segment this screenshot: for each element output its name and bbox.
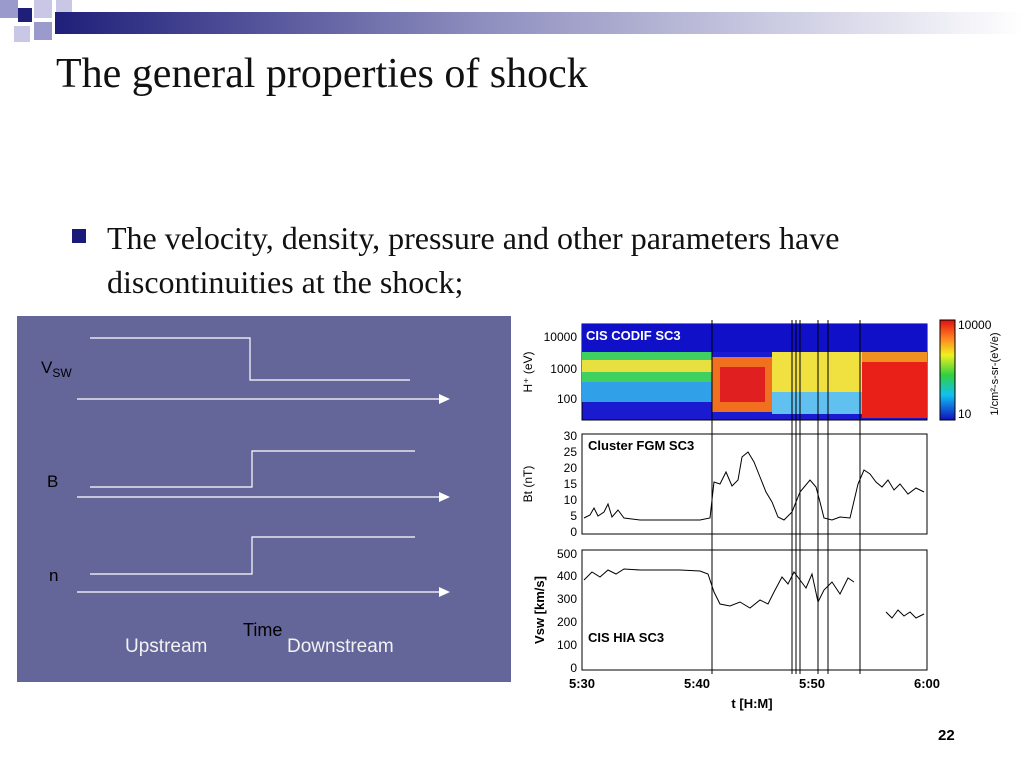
svg-text:400: 400 [557,569,577,583]
cluster-data-figure: CIS CODIF SC3 10000 1000 100 H⁺ (eV) 100… [520,312,1010,722]
header-gradient-bar [0,0,1024,42]
shock-schematic-diagram: VSW B n Time Upstream Downstream [17,316,511,682]
svg-text:100: 100 [557,392,577,406]
slide-title: The general properties of shock [56,51,588,97]
svg-text:0: 0 [570,525,577,539]
vsw-label: VSW [41,358,72,380]
svg-text:5:50: 5:50 [799,676,825,691]
time-axis: 5:30 5:40 5:50 6:00 t [H:M] [569,676,940,711]
svg-text:10: 10 [564,493,578,507]
b-label: B [47,472,59,491]
upstream-label: Upstream [125,636,208,657]
vsw-profile-line [90,337,410,381]
svg-text:20: 20 [564,461,578,475]
arrowhead-icon [439,492,450,502]
spectrogram-panel: CIS CODIF SC3 10000 1000 100 H⁺ (eV) 100… [521,318,1001,421]
data-panels: CIS CODIF SC3 10000 1000 100 H⁺ (eV) 100… [521,318,1001,711]
fgm-ylabel: Bt (nT) [521,466,535,503]
svg-text:10000: 10000 [544,330,578,344]
downstream-label: Downstream [287,636,394,657]
square-bullet-icon [72,229,86,243]
svg-text:5:40: 5:40 [684,676,710,691]
time-label: Time [243,620,283,640]
spectrogram-ylabel: H⁺ (eV) [521,351,535,392]
colorbar-label: 1/cm²-s-sr-(eV/e) [989,332,1001,415]
svg-text:0: 0 [570,661,577,675]
hia-title: CIS HIA SC3 [588,630,664,645]
colorbar [939,319,956,421]
svg-text:500: 500 [557,547,577,561]
svg-text:30: 30 [564,429,578,443]
svg-text:10: 10 [958,407,972,421]
fgm-title: Cluster FGM SC3 [588,438,694,453]
page-number: 22 [938,727,955,744]
hia-ylabel: Vsw [km/s] [532,576,547,644]
spectrogram-title: CIS CODIF SC3 [586,328,681,343]
shock-crossing-markers [711,320,861,674]
svg-text:5: 5 [570,509,577,523]
arrowhead-icon [439,394,450,404]
schematic-lines [77,337,450,597]
magnetic-field-panel: Cluster FGM SC3 30 25 20 15 10 5 0 Bt (n… [521,429,928,539]
svg-text:25: 25 [564,445,578,459]
velocity-panel: CIS HIA SC3 500 400 300 200 100 0 Vsw [k… [532,547,928,675]
n-profile-line [90,536,415,575]
svg-text:300: 300 [557,592,577,606]
svg-text:100: 100 [557,638,577,652]
n-label: n [49,566,59,585]
svg-text:200: 200 [557,615,577,629]
b-profile-line [90,450,415,488]
svg-text:10000: 10000 [958,318,992,332]
svg-text:5:30: 5:30 [569,676,595,691]
svg-text:6:00: 6:00 [914,676,940,691]
time-axis-label: t [H:M] [731,696,772,711]
svg-text:1000: 1000 [550,362,577,376]
bullet-text: The velocity, density, pressure and othe… [107,220,840,300]
header-decoration [0,0,1024,45]
arrowhead-icon [439,587,450,597]
svg-text:15: 15 [564,477,578,491]
